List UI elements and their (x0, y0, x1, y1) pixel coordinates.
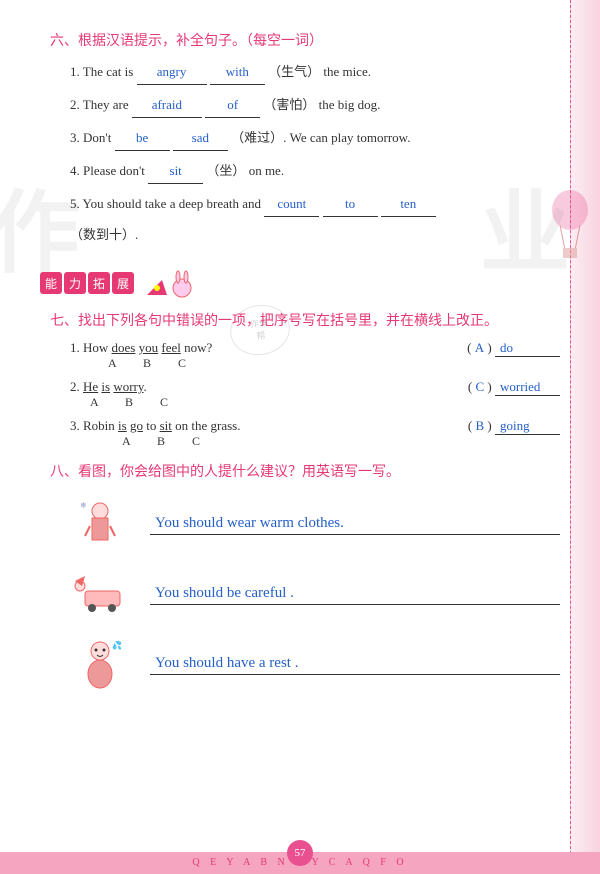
answer-letter: C (475, 379, 484, 394)
q7-item-2: 2. He is worry. A B C ( C ) worried (70, 379, 560, 410)
q6-item-5-hint: （数到十）. (70, 223, 560, 247)
correction-blank: worried (495, 379, 560, 396)
section7-title: 七、找出下列各句中错误的一项，把序号写在括号里，并在横线上改正。 (50, 310, 560, 330)
answer-blank: to (323, 192, 378, 217)
q8-row-2: You should be careful . (70, 566, 560, 621)
svg-text:❄: ❄ (80, 501, 87, 510)
section6-title: 六、根据汉语提示，补全句子。（每空一词） (50, 30, 560, 50)
answer-blank: with (210, 60, 265, 85)
correction-blank: do (495, 340, 560, 357)
q6-item-2: 2. They are afraid of （害怕） the big dog. (70, 93, 560, 118)
q6-item-4: 4. Please don't sit （坐） on me. (70, 159, 560, 184)
answer-sentence: You should wear warm clothes. (150, 513, 560, 535)
q6-item-5: 5. You should take a deep breath and cou… (70, 192, 560, 217)
cold-person-icon: ❄ (70, 496, 130, 551)
answer-blank: sad (173, 126, 228, 151)
q6-item-3: 3. Don't be sad （难过）. We can play tomorr… (70, 126, 560, 151)
answer-sentence: You should have a rest . (150, 653, 560, 675)
answer-sentence: You should be careful . (150, 583, 560, 605)
svg-text:💦: 💦 (112, 640, 122, 650)
q7-item-1: 1. How does you feel now? A B C ( A ) do (70, 340, 560, 371)
answer-blank: angry (137, 60, 207, 85)
answer-letter: A (475, 340, 484, 355)
answer-blank: ten (381, 192, 436, 217)
q7-item-3: 3. Robin is go to sit on the grass. A B … (70, 418, 560, 449)
answer-blank: sit (148, 159, 203, 184)
q8-row-3: 💦 You should have a rest . (70, 636, 560, 691)
q8-row-1: ❄ You should wear warm clothes. (70, 496, 560, 551)
answer-letter: B (475, 418, 484, 433)
car-accident-icon (70, 566, 130, 621)
correction-blank: going (495, 418, 560, 435)
tired-person-icon: 💦 (70, 636, 130, 691)
answer-blank: afraid (132, 93, 202, 118)
answer-blank: count (264, 192, 319, 217)
answer-blank: be (115, 126, 170, 151)
q6-item-1: 1. The cat is angry with （生气） the mice. (70, 60, 560, 85)
section8-title: 八、看图，你会给图中的人提什么建议？用英语写一写。 (50, 461, 560, 481)
ability-extension-badge: 能 力 拓 展 (40, 270, 202, 300)
bunny-icon (142, 270, 202, 300)
answer-blank: of (205, 93, 260, 118)
page-number-badge: 57 (287, 840, 313, 866)
